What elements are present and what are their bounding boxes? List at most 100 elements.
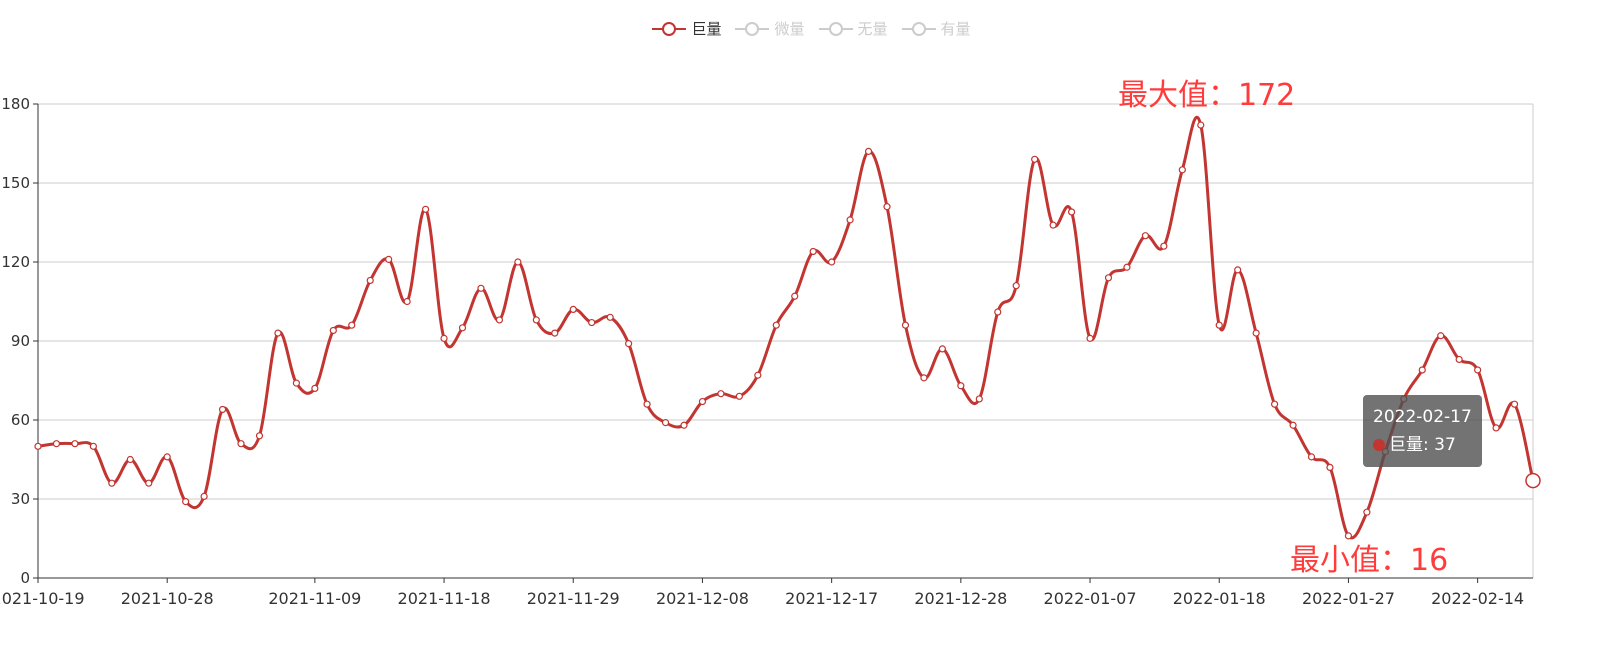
data-point <box>809 247 817 256</box>
data-point-highlighted <box>1525 472 1541 489</box>
data-point <box>1252 329 1260 337</box>
data-point <box>754 371 762 379</box>
data-point <box>938 345 946 353</box>
data-point <box>625 340 633 348</box>
data-point <box>1326 463 1334 471</box>
series-line-巨量[interactable] <box>37 115 1535 540</box>
data-point <box>1510 400 1519 408</box>
legend-line-circle-icon <box>901 21 936 36</box>
x-tick-label: 2021-12-08 <box>656 589 749 608</box>
legend-line-circle-icon <box>818 21 853 36</box>
data-point <box>1012 282 1020 290</box>
data-point <box>735 392 743 400</box>
data-point <box>163 453 171 461</box>
tooltip-row: 巨量: 37 <box>1373 431 1472 459</box>
data-point <box>421 205 430 213</box>
data-point <box>145 479 153 487</box>
data-point <box>1344 532 1353 540</box>
data-point <box>477 284 485 292</box>
data-point <box>588 318 596 327</box>
y-tick-label: 90 <box>11 332 30 350</box>
data-point <box>569 305 577 313</box>
data-point <box>606 313 614 321</box>
data-point <box>126 455 134 464</box>
data-point <box>1271 400 1279 408</box>
data-point <box>791 292 799 300</box>
legend-line-circle-icon <box>735 21 770 36</box>
data-point <box>1474 366 1482 374</box>
data-point <box>200 492 208 500</box>
legend-item-无量[interactable]: 无量 <box>818 18 888 39</box>
data-point <box>975 395 983 403</box>
y-tick-label: 30 <box>11 490 30 508</box>
legend-label: 有量 <box>940 20 971 38</box>
x-axis-ticks: 2021-10-19 2021-10-28 2021-11-09 2021-11-18… <box>0 578 1524 608</box>
data-point <box>1160 242 1168 250</box>
data-point <box>772 321 780 329</box>
data-point <box>1178 166 1186 174</box>
data-point <box>698 397 707 406</box>
data-point <box>182 498 190 506</box>
data-point <box>458 324 467 332</box>
data-point <box>274 329 282 337</box>
data-point <box>403 297 411 306</box>
data-point <box>1104 274 1113 282</box>
legend-label: 无量 <box>857 20 888 38</box>
data-point <box>643 400 651 408</box>
legend-item-巨量[interactable]: 巨量 <box>652 18 721 39</box>
data-point <box>237 440 245 448</box>
data-point <box>1049 221 1057 229</box>
data-point <box>1492 424 1500 432</box>
data-point <box>52 440 61 448</box>
data-point <box>71 440 79 448</box>
y-tick-label: 60 <box>11 411 30 429</box>
data-point <box>551 329 559 337</box>
data-point <box>661 419 670 427</box>
x-tick-label: 2022-01-27 <box>1302 589 1395 608</box>
legend: 巨量 微量 无量 有量 <box>0 18 1623 39</box>
data-point <box>440 334 448 342</box>
x-tick-label: 2021-11-09 <box>268 589 361 608</box>
data-point <box>1215 321 1223 329</box>
tooltip-date: 2022-02-17 <box>1373 407 1472 427</box>
data-point <box>1234 266 1242 274</box>
data-point <box>1418 366 1426 374</box>
legend-item-微量[interactable]: 微量 <box>735 18 805 39</box>
data-point <box>717 390 725 398</box>
series-dot-icon <box>1373 439 1385 451</box>
data-point <box>1437 332 1445 340</box>
data-point <box>366 276 374 285</box>
x-tick-label: 2021-10-19 <box>0 589 84 608</box>
y-tick-label: 120 <box>1 253 30 271</box>
data-point <box>1307 453 1316 461</box>
data-point <box>920 374 928 382</box>
y-tick-label: 0 <box>20 569 30 587</box>
y-tick-label: 150 <box>1 174 30 192</box>
legend-item-有量[interactable]: 有量 <box>901 18 971 39</box>
data-point <box>883 203 891 211</box>
min-value-annotation: 最小值：16 <box>1290 543 1449 578</box>
data-point <box>1067 208 1076 216</box>
x-tick-label: 2021-12-28 <box>914 589 1007 608</box>
data-point <box>1031 155 1039 163</box>
data-point <box>1123 263 1131 271</box>
x-tick-label: 2022-02-14 <box>1431 589 1524 608</box>
data-point <box>846 216 854 224</box>
data-point <box>218 405 227 414</box>
x-tick-label: 2021-11-18 <box>398 589 491 608</box>
legend-label: 微量 <box>774 20 805 38</box>
data-point <box>1141 232 1150 240</box>
data-point <box>1363 508 1371 516</box>
data-point <box>311 384 319 392</box>
data-point <box>1455 355 1463 364</box>
legend-line-circle-icon <box>652 21 687 36</box>
data-point <box>680 421 688 429</box>
x-tick-label: 2021-12-17 <box>785 589 878 608</box>
data-point <box>34 442 42 450</box>
data-point <box>348 321 356 329</box>
data-point <box>255 432 264 440</box>
x-tick-label: 2021-11-29 <box>527 589 620 608</box>
max-value-annotation: 最大值：172 <box>1118 78 1296 113</box>
data-point <box>1086 334 1094 342</box>
data-point <box>329 326 337 335</box>
